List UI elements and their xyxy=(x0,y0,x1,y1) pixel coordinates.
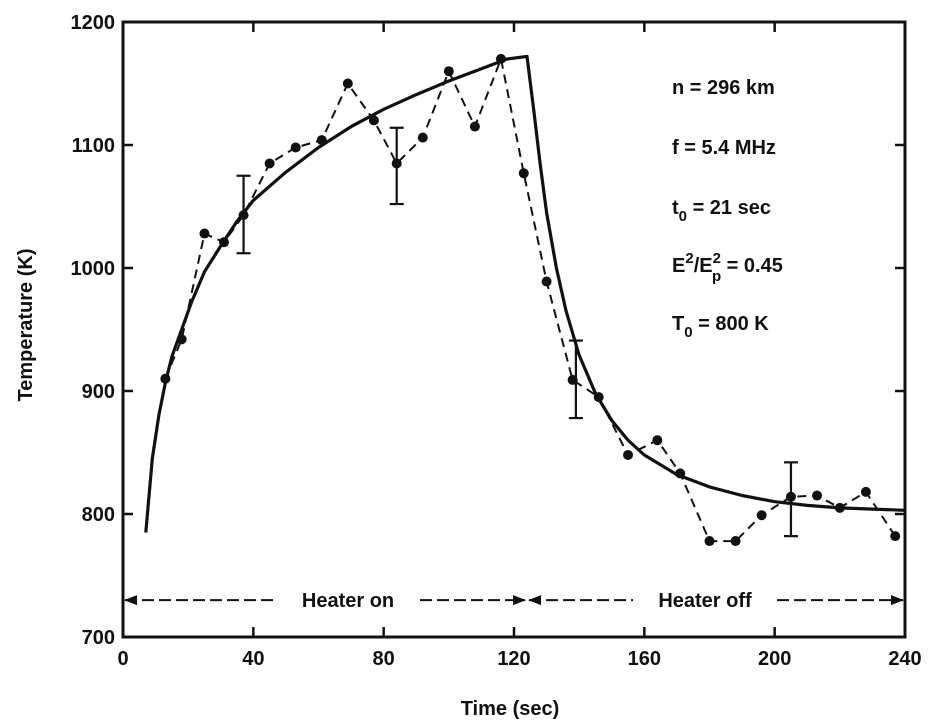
data-point xyxy=(756,510,767,521)
data-point xyxy=(675,468,686,479)
data-point xyxy=(541,276,552,287)
plot-frame xyxy=(121,20,907,639)
data-point xyxy=(264,158,275,169)
data-point xyxy=(342,78,353,89)
x-tick-label: 240 xyxy=(888,648,921,670)
x-tick-label: 200 xyxy=(758,648,791,670)
model-curve xyxy=(144,54,906,533)
y-tick-label: 1200 xyxy=(71,12,116,34)
x-tick-label: 80 xyxy=(373,648,395,670)
data-point xyxy=(469,121,480,132)
x-tick-label: 160 xyxy=(628,648,661,670)
plot-border xyxy=(121,20,907,639)
data-point xyxy=(495,53,506,64)
data-point xyxy=(518,168,529,179)
axis-ticks xyxy=(121,20,907,639)
measured-curve xyxy=(164,55,897,543)
x-tick-label: 120 xyxy=(497,648,530,670)
x-tick-label: 0 xyxy=(117,648,128,670)
heater-arrows: Heater on Heater off xyxy=(124,590,904,612)
data-point xyxy=(623,449,634,460)
data-markers xyxy=(160,53,901,547)
y-axis-title: Temperature (K) xyxy=(15,249,37,402)
data-point xyxy=(812,490,823,501)
x-axis-title: Time (sec) xyxy=(461,698,560,720)
arrow-head-right xyxy=(513,595,527,606)
param-annotation: T0 = 800 K xyxy=(672,313,769,341)
data-point xyxy=(219,237,230,248)
data-curves xyxy=(144,54,906,543)
data-point xyxy=(443,66,454,77)
y-tick-label: 900 xyxy=(82,381,115,403)
param-annotation: E2/E2 p = 0.45 xyxy=(672,250,783,285)
data-point xyxy=(160,373,171,384)
x-tick-label: 40 xyxy=(242,648,264,670)
arrow-head-left xyxy=(528,595,542,606)
param-annotation: n = 296 km xyxy=(672,77,775,99)
data-point xyxy=(730,536,741,547)
param-annotation: f = 5.4 MHz xyxy=(672,137,776,159)
error-bars xyxy=(236,126,798,538)
y-tick-label: 800 xyxy=(82,504,115,526)
y-tick-label: 700 xyxy=(82,627,115,649)
y-tick-label: 1100 xyxy=(72,135,115,157)
data-point xyxy=(368,115,379,126)
y-tick-label: 1000 xyxy=(71,258,116,280)
heater-label: Heater on xyxy=(302,590,394,612)
param-annotation: t0 = 21 sec xyxy=(672,197,771,225)
data-point xyxy=(704,536,715,547)
data-point xyxy=(890,531,901,542)
data-point xyxy=(417,132,428,143)
data-point xyxy=(593,392,604,403)
parameter-annotations: n = 296 km f = 5.4 MHz t0 = 21 sec E2/E2 p =… xyxy=(672,77,783,341)
arrow-head-left xyxy=(124,595,137,606)
arrow-head-right xyxy=(891,595,904,606)
data-point xyxy=(860,486,871,497)
data-point xyxy=(316,135,327,146)
data-point xyxy=(176,334,187,345)
data-point xyxy=(199,228,210,239)
tick-labels: 0 40 80 120 160 200 240 700 800 900 1000 1100 1200 xyxy=(71,12,922,670)
data-point xyxy=(652,435,663,446)
data-point xyxy=(834,502,845,513)
heater-label: Heater off xyxy=(658,590,752,612)
data-point xyxy=(290,142,301,153)
